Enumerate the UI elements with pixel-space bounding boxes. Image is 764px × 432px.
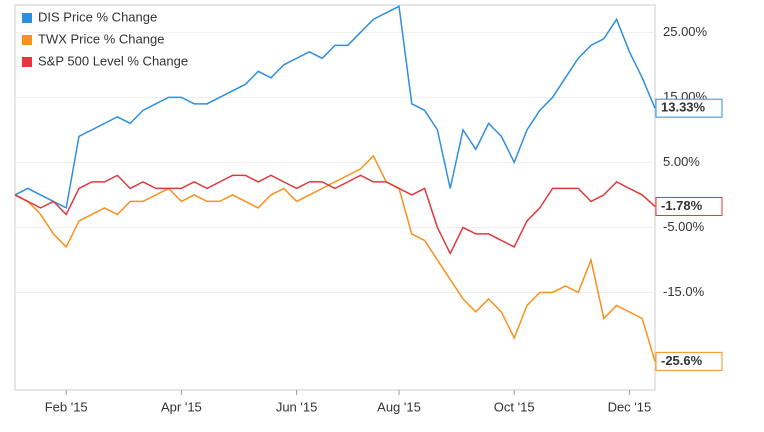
y-tick-label: 5.00% (663, 154, 700, 169)
plot-area (14, 4, 656, 391)
end-label: 13.33% (661, 100, 706, 115)
x-tick-label: Jun '15 (276, 399, 318, 414)
end-label: -25.6% (661, 353, 703, 368)
legend-label: TWX Price % Change (38, 31, 164, 46)
x-tick-label: Dec '15 (608, 399, 652, 414)
end-label-box (655, 98, 723, 118)
legend-label: S&P 500 Level % Change (38, 53, 188, 68)
end-label-box (655, 196, 723, 216)
x-tick-label: Apr '15 (161, 399, 202, 414)
y-tick-label: -15.0% (663, 284, 705, 299)
x-tick-label: Oct '15 (494, 399, 535, 414)
x-tick-label: Aug '15 (377, 399, 421, 414)
legend-swatch (22, 57, 32, 67)
y-tick-label: -5.00% (663, 219, 705, 234)
y-tick-label: 25.00% (663, 24, 708, 39)
legend-swatch (22, 13, 32, 23)
series-line (14, 154, 656, 362)
legend-swatch (22, 35, 32, 45)
legend-label: DIS Price % Change (38, 9, 157, 24)
end-label-box (655, 351, 723, 371)
x-tick-label: Feb '15 (45, 399, 88, 414)
series-line (14, 174, 656, 256)
end-label: -1.78% (661, 198, 703, 213)
series-line (14, 5, 656, 210)
